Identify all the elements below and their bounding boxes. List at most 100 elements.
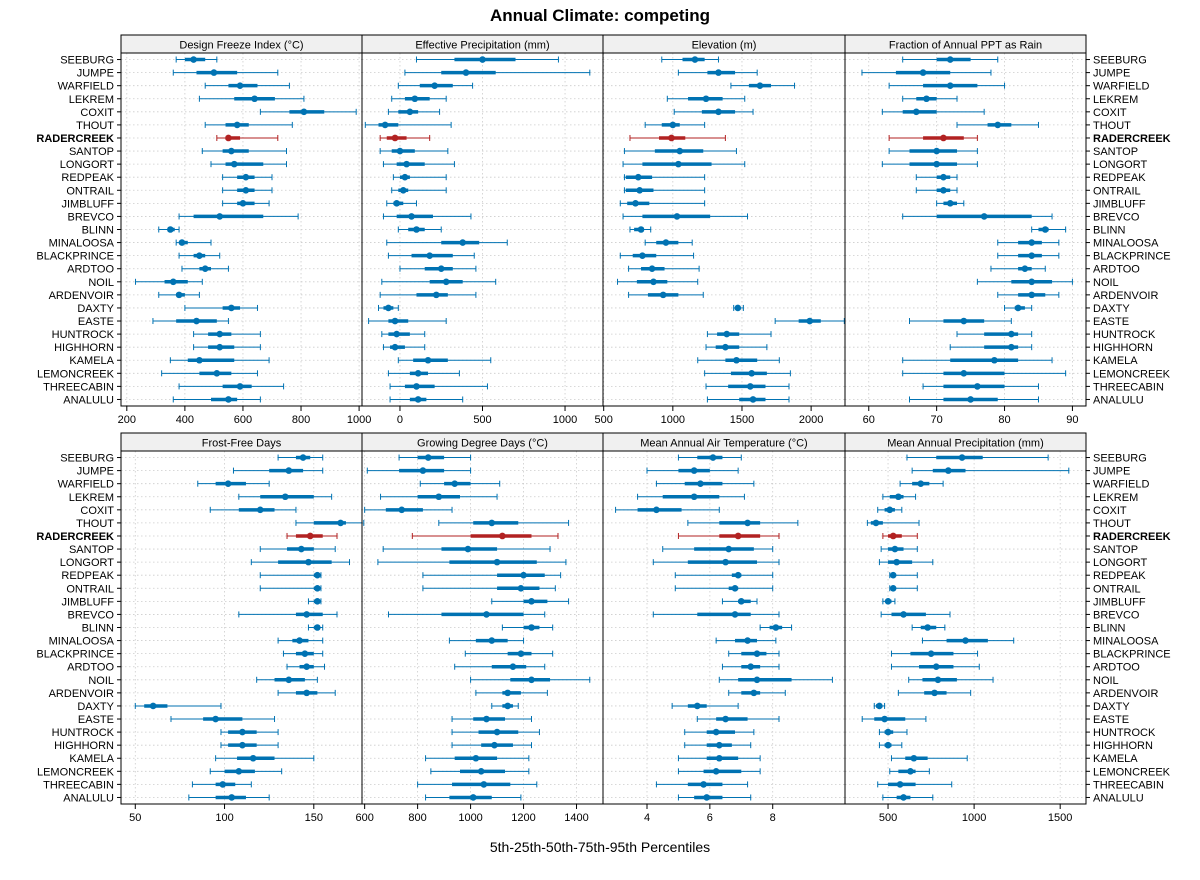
panel-3: Elevation (m) 500 1000 1500 2000 <box>595 34 846 426</box>
series-mark-huntrock <box>381 330 426 338</box>
series-mark-lekrem <box>391 95 447 103</box>
series-mark-analulu <box>882 794 934 801</box>
series-mark-blackprince <box>890 650 979 657</box>
series-mark-huntrock <box>193 330 261 338</box>
series-mark-daxty <box>1004 304 1033 312</box>
series-mark-kamela <box>425 754 530 762</box>
median-point <box>884 598 892 605</box>
median-point <box>653 506 660 514</box>
median-point <box>910 754 918 762</box>
median-point <box>891 545 899 553</box>
y-tick-label: LEKREM <box>1093 492 1138 504</box>
series-mark-ardtoo <box>286 663 326 671</box>
panel-title: Design Freeze Index (°C) <box>179 40 303 52</box>
y-tick-label: MINALOOSA <box>49 636 115 648</box>
y-tick-label: WARFIELD <box>1093 479 1149 491</box>
y-tick-label: JUMPE <box>77 466 114 478</box>
median-point <box>636 186 643 194</box>
series-mark-jumpe <box>677 69 758 76</box>
median-point <box>933 160 940 168</box>
median-point <box>722 558 729 566</box>
series-mark-santop <box>259 545 336 553</box>
series-mark-ardenvoir <box>897 689 972 697</box>
median-point <box>408 213 415 220</box>
y-tick-label: ONTRAIL <box>66 185 114 197</box>
median-point <box>424 454 432 461</box>
median-point <box>398 506 406 514</box>
median-point <box>700 781 707 788</box>
median-point <box>702 95 710 103</box>
series-mark-blinn <box>307 624 324 631</box>
x-tick-label: 500 <box>473 414 491 426</box>
median-point <box>281 493 289 501</box>
series-mark-warfield <box>197 480 270 487</box>
y-tick-label: SEEBURG <box>60 55 114 67</box>
median-point <box>733 356 740 364</box>
series-mark-jumpe <box>404 69 591 76</box>
median-point <box>301 650 309 657</box>
median-point <box>472 754 480 762</box>
y-tick-label: ARDTOO <box>67 662 114 674</box>
series-mark-blinn <box>759 624 793 631</box>
series-mark-blinn <box>1031 226 1067 233</box>
y-tick-label: JUMPE <box>1093 466 1130 478</box>
series-mark-minaloosa <box>715 637 777 644</box>
y-tick-label: SEEBURG <box>1093 55 1147 67</box>
median-point <box>424 356 432 364</box>
median-point <box>296 637 303 644</box>
series-mark-seeburg <box>906 454 1049 461</box>
median-point <box>213 370 221 377</box>
median-point <box>895 493 902 501</box>
y-tick-label: LEMONCREEK <box>37 766 115 778</box>
panel-title: Elevation (m) <box>692 40 757 52</box>
series-mark-ardenvoir <box>728 689 786 697</box>
median-point <box>991 356 998 364</box>
y-tick-label: BREVCO <box>68 211 115 223</box>
series-mark-lemoncreek <box>387 370 460 377</box>
y-tick-label: KAMELA <box>69 355 114 367</box>
median-point <box>659 291 667 299</box>
series-mark-highhorn <box>949 343 1033 351</box>
series-mark-thout <box>687 519 799 527</box>
y-tick-label: LEMONCREEK <box>37 368 115 380</box>
y-tick-label: LEKREM <box>69 492 114 504</box>
series-mark-kamela <box>397 356 492 364</box>
series-mark-longort <box>652 558 780 566</box>
median-point <box>639 252 646 259</box>
median-point <box>940 173 947 181</box>
x-tick-label: 70 <box>931 414 943 426</box>
series-mark-santop <box>379 147 449 155</box>
y-tick-label: ANALULU <box>63 394 114 406</box>
median-point <box>314 571 321 579</box>
series-mark-lemoncreek <box>902 370 1067 377</box>
median-point <box>662 239 670 246</box>
panel-7: Mean Annual Air Temperature (°C) 4 6 8 <box>602 432 846 824</box>
series-mark-ontrail <box>623 186 706 194</box>
series-mark-blackprince <box>997 252 1060 259</box>
series-mark-minaloosa <box>386 239 508 246</box>
x-tick-label: 100 <box>215 812 233 824</box>
series-mark-redpeak <box>915 173 958 181</box>
median-point <box>488 637 496 644</box>
series-mark-jumpe <box>172 69 279 76</box>
series-mark-blinn <box>629 226 652 233</box>
median-point <box>239 200 247 207</box>
panels-group: Design Freeze Index (°C)200 400 600 800 1000… <box>36 34 1171 824</box>
y-tick-label: SANTOP <box>69 544 114 556</box>
series-mark-easte <box>696 715 780 723</box>
series-mark-coxit <box>364 506 453 514</box>
y-tick-label: JIMBLUFF <box>1093 198 1146 210</box>
y-tick-label: ONTRAIL <box>1093 583 1141 595</box>
median-point <box>744 637 751 644</box>
series-mark-daxty <box>733 304 744 312</box>
y-tick-label: ANALULU <box>1093 792 1144 804</box>
median-point <box>946 82 954 89</box>
median-point <box>413 383 420 390</box>
median-point <box>889 571 897 579</box>
median-point <box>725 545 733 553</box>
series-mark-noil <box>976 278 1073 286</box>
series-mark-brevco <box>622 213 749 220</box>
series-mark-lemoncreek <box>889 768 930 775</box>
series-mark-jumpe <box>232 467 324 474</box>
y-tick-label: SANTOP <box>69 146 114 158</box>
